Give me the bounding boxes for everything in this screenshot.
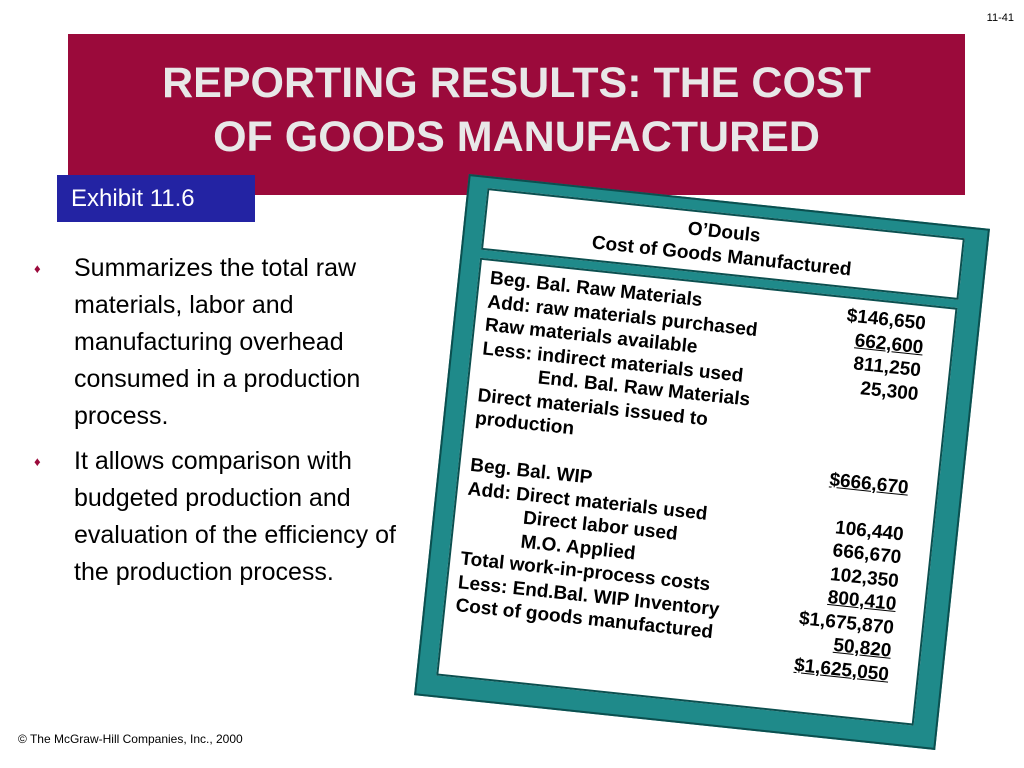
slide-number: 11-41 bbox=[986, 12, 1014, 24]
bullet-text: It allows comparison with budgeted produ… bbox=[74, 447, 396, 586]
exhibit-panel: O’Douls Cost of Goods Manufactured Beg. … bbox=[414, 174, 990, 750]
title-line: REPORTING RESULTS: THE COST bbox=[162, 59, 871, 107]
panel-body: Beg. Bal. Raw Materials $146,650 Add: raw … bbox=[436, 257, 958, 726]
exhibit-label: Exhibit 11.6 bbox=[57, 175, 255, 222]
bullet: ♦ It allows comparison with budgeted prod… bbox=[30, 443, 420, 591]
bullet: ♦ Summarizes the total raw materials, lab… bbox=[30, 250, 420, 435]
title-banner: REPORTING RESULTS: THE COST OF GOODS MAN… bbox=[68, 34, 965, 195]
footer: © The McGraw-Hill Companies, Inc., 2000 bbox=[18, 732, 243, 746]
bullet-marker: ♦ bbox=[34, 454, 41, 469]
title-line: OF GOODS MANUFACTURED bbox=[213, 113, 820, 161]
bullet-marker: ♦ bbox=[34, 261, 41, 276]
bullet-text: Summarizes the total raw materials, labo… bbox=[74, 254, 361, 430]
title: REPORTING RESULTS: THE COST OF GOODS MAN… bbox=[68, 56, 965, 164]
bullet-list: ♦ Summarizes the total raw materials, lab… bbox=[30, 250, 420, 599]
